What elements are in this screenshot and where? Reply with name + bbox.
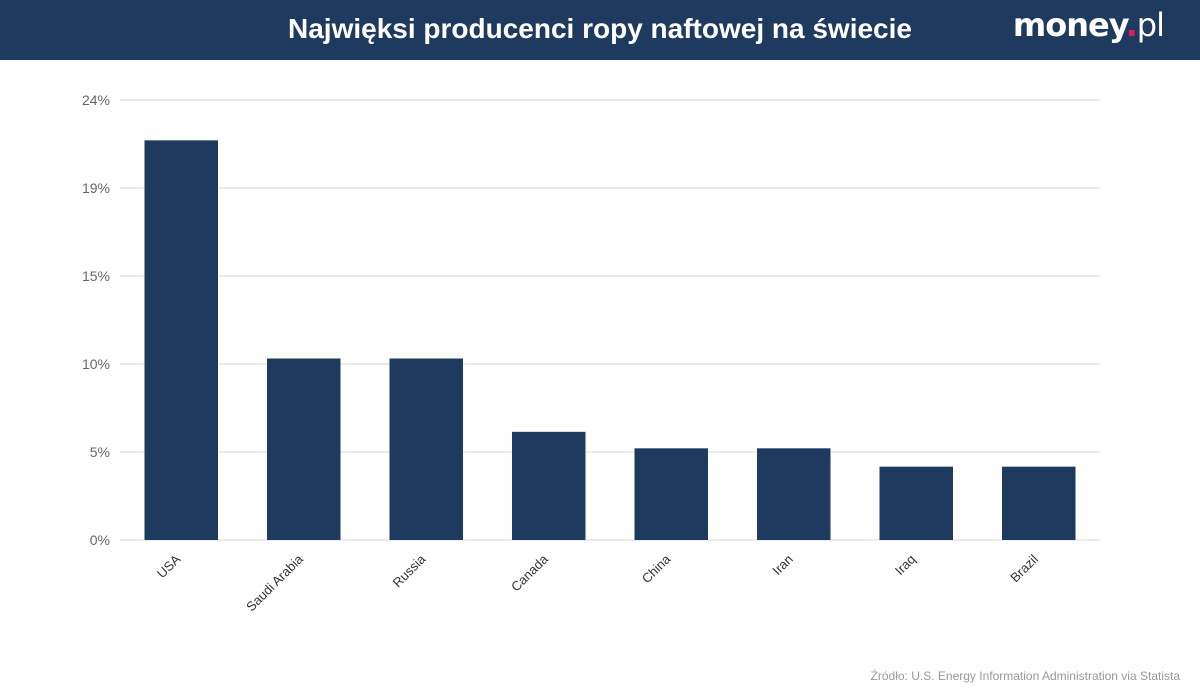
logo-dot: .	[1125, 6, 1138, 44]
y-tick-label: 5%	[90, 444, 110, 460]
y-tick-label: 0%	[90, 532, 110, 548]
x-tick-label: Brazil	[1007, 551, 1041, 585]
logo-main: money	[1012, 6, 1127, 44]
x-tick-label: USA	[154, 551, 184, 581]
bar-iraq	[879, 466, 953, 540]
logo-suffix: pl	[1136, 6, 1165, 44]
x-tick-label: China	[639, 551, 674, 586]
x-tick-label: Canada	[508, 551, 551, 594]
source-note: Źródło: U.S. Energy Information Administ…	[870, 669, 1180, 683]
bar-canada	[512, 431, 586, 540]
money-pl-logo: money.pl	[1012, 6, 1165, 44]
bar-russia	[389, 358, 463, 540]
chart-header: Najwięksi producenci ropy naftowej na św…	[0, 0, 1200, 60]
bars	[144, 140, 1076, 541]
bar-iran	[757, 448, 831, 540]
x-tick-label: Iran	[769, 552, 795, 578]
y-axis-labels: 0% 5% 10% 15% 19% 24%	[82, 92, 110, 548]
y-tick-label: 10%	[82, 356, 110, 372]
bar-brazil	[1002, 466, 1076, 540]
chart-title: Najwięksi producenci ropy naftowej na św…	[288, 13, 912, 44]
x-tick-label: Saudi Arabia	[243, 551, 306, 614]
x-tick-label: Iraq	[892, 552, 918, 578]
bar-china	[634, 448, 708, 540]
y-tick-label: 24%	[82, 92, 110, 108]
x-axis-labels: USA Saudi Arabia Russia Canada China Iran Iraq…	[154, 551, 1041, 614]
y-tick-label: 15%	[82, 268, 110, 284]
x-tick-label: Russia	[390, 551, 429, 590]
bar-usa	[144, 140, 218, 541]
bar-saudi-arabia	[267, 358, 341, 540]
y-tick-label: 19%	[82, 180, 110, 196]
